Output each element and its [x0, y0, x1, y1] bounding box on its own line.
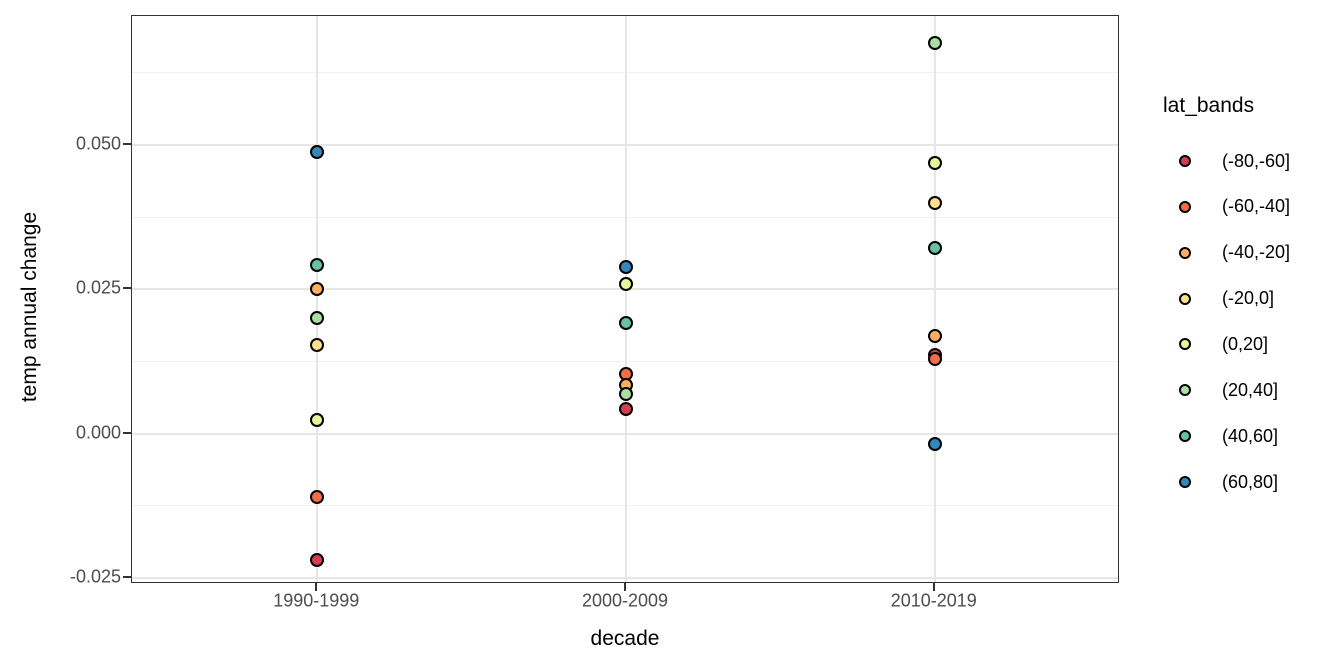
major-gridline: [132, 577, 1118, 580]
major-gridline: [132, 432, 1118, 435]
legend-label: (-20,0]: [1222, 288, 1275, 309]
legend-key-circle: [1179, 200, 1191, 213]
scatter-point: [310, 282, 325, 297]
y-tick-mark: [123, 576, 131, 579]
legend-label: (-60,-40]: [1222, 196, 1291, 217]
x-tick-mark: [624, 583, 626, 591]
legend-label: (0,20]: [1222, 333, 1269, 354]
x-tick-mark: [315, 583, 318, 591]
y-tick-mark: [123, 431, 131, 434]
legend-key-circle: [1179, 430, 1191, 443]
scatter-point: [619, 387, 633, 402]
scatter-point: [310, 412, 325, 427]
scatter-point: [310, 144, 325, 159]
legend-label: (20,40]: [1222, 379, 1279, 400]
y-axis-title: temp annual change: [18, 211, 41, 403]
legend-label: (-80,-60]: [1222, 150, 1291, 171]
vertical-gridline: [933, 16, 936, 582]
y-tick-label: 0.000: [75, 422, 121, 443]
scatter-point: [927, 241, 942, 256]
vertical-gridline: [625, 16, 627, 582]
scatter-point: [619, 276, 633, 291]
minor-gridline: [132, 505, 1118, 507]
minor-gridline: [132, 361, 1118, 363]
x-tick-mark: [932, 583, 935, 591]
scatter-point: [310, 258, 325, 273]
legend-label: (-40,-20]: [1222, 242, 1291, 263]
plot-panel: [131, 15, 1119, 583]
y-tick-label: 0.050: [75, 133, 121, 154]
legend-key-circle: [1179, 155, 1191, 167]
legend-key-circle: [1179, 292, 1191, 305]
scatter-point: [310, 490, 325, 505]
scatter-point: [310, 310, 325, 325]
y-tick-mark: [123, 142, 131, 145]
legend-title: lat_bands: [1163, 94, 1255, 117]
major-gridline: [132, 143, 1118, 146]
scatter-point: [927, 35, 942, 50]
legend-key-circle: [1179, 338, 1191, 351]
x-axis-title: decade: [590, 627, 660, 650]
scatter-point: [310, 338, 325, 353]
scatter-point: [619, 259, 633, 274]
scatter-point: [927, 195, 942, 210]
x-tick-label: 2000-2009: [581, 590, 669, 611]
scatter-point: [927, 155, 942, 170]
y-tick-label: 0.025: [75, 277, 121, 298]
legend-label: (40,60]: [1222, 425, 1279, 446]
scatter-point: [927, 328, 942, 343]
legend-label: (60,80]: [1222, 471, 1279, 492]
legend-key-circle: [1179, 476, 1191, 489]
y-tick-mark: [123, 287, 131, 290]
x-tick-label: 2010-2019: [890, 590, 977, 611]
minor-gridline: [132, 216, 1118, 218]
scatter-point: [927, 352, 942, 367]
legend-key-circle: [1179, 246, 1191, 259]
x-tick-label: 1990-1999: [273, 590, 360, 611]
scatter-point: [927, 437, 942, 452]
scatter-point: [619, 401, 633, 416]
minor-gridline: [132, 72, 1118, 74]
scatter-point: [619, 315, 633, 330]
legend-key-circle: [1179, 384, 1191, 397]
scatter-point: [310, 553, 325, 568]
y-tick-label: -0.025: [69, 566, 121, 587]
